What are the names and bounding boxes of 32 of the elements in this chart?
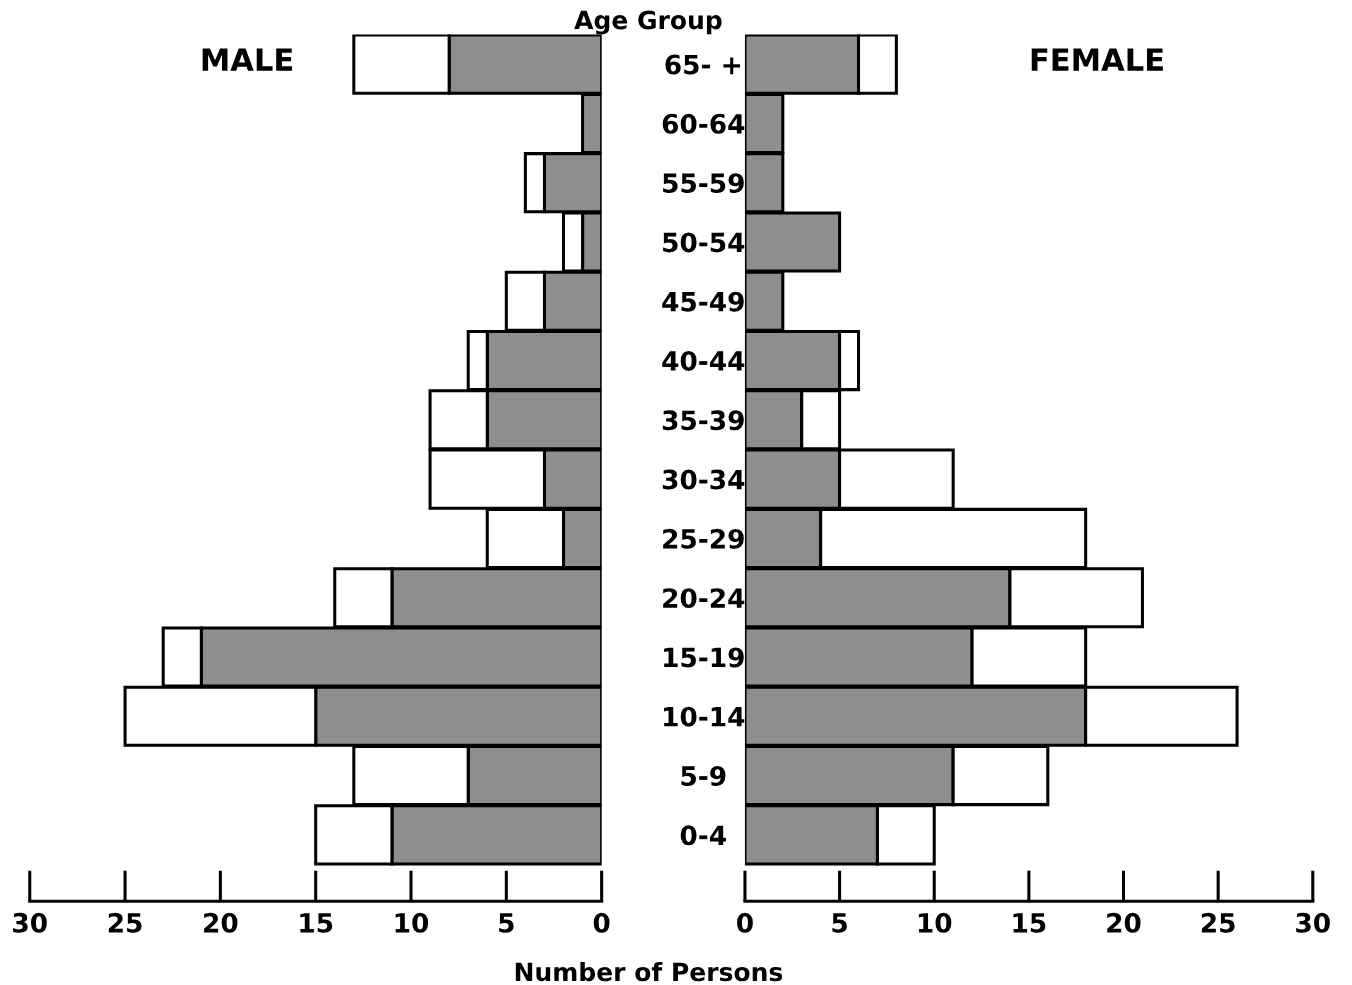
y-tick-label: 60-64 [662,113,745,134]
x-tick-label: 5 [499,913,514,933]
x-tick-label: 20 [204,912,238,933]
y-tick-label: 5-9 [681,766,726,786]
x-tick-label: 25 [108,912,142,933]
y-tick-label: 25-29 [663,528,744,549]
y-axis-title: Age Group [574,10,722,35]
y-tick-label: 45-49 [662,291,744,312]
x-tick-label: 15 [1013,913,1046,933]
x-tick-label: 10 [395,912,429,933]
y-tick-label: 40-44 [662,351,745,371]
y-tick-label: 65- + [665,54,740,75]
y-tick-label: 0-4 [680,825,726,846]
y-tick-label: 20-24 [663,588,745,609]
y-tick-label: 35-39 [662,410,744,431]
x-tick-label: 5 [832,913,847,933]
y-tick-label: 55-59 [663,173,744,194]
x-tick-label: 15 [300,913,333,933]
x-tick-label: 30 [1296,912,1330,933]
x-tick-label: 0 [593,912,610,933]
y-tick-label: 30-34 [662,469,745,490]
chart-title: MALE [202,48,293,71]
y-tick-label: 50-54 [663,232,745,253]
x-tick-label: 0 [737,912,753,933]
chart-title: FEMALE [1031,48,1163,71]
x-tick-label: 30 [13,912,47,933]
x-tick-label: 25 [1201,912,1235,933]
y-tick-label: 15-19 [664,647,744,668]
x-axis-title: Number of Persons [515,961,783,982]
x-tick-label: 10 [918,912,952,933]
x-tick-label: 20 [1107,912,1141,933]
y-tick-label: 10-14 [664,706,745,727]
